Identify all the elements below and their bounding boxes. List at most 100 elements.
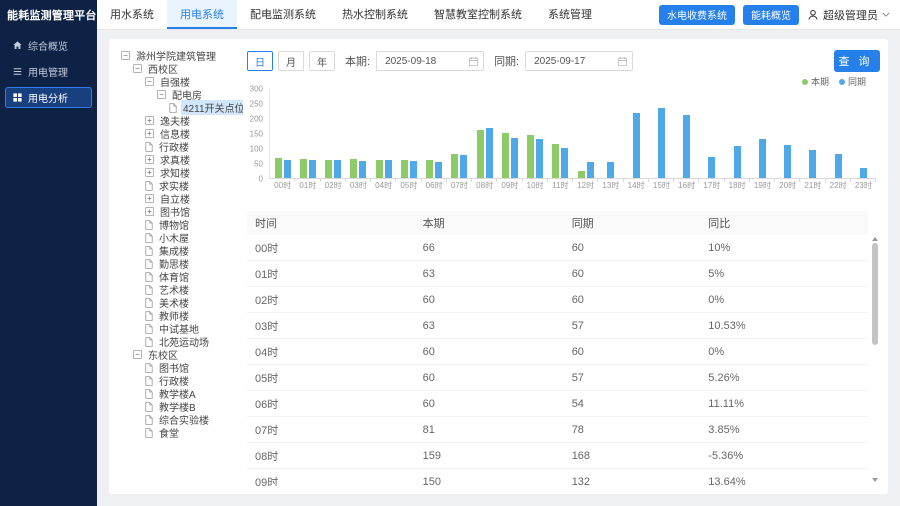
tree-node[interactable]: − 自强楼 xyxy=(119,75,243,89)
x-tick-label: 03时 xyxy=(349,181,367,190)
bar-current xyxy=(325,160,333,178)
collapse-icon[interactable]: − xyxy=(157,90,166,99)
period-button-3[interactable]: 年 xyxy=(309,51,335,71)
query-button[interactable]: 查 询 xyxy=(834,50,880,72)
tree-node[interactable]: + 自立楼 xyxy=(119,192,243,206)
water-fee-system-button[interactable]: 水电收费系统 xyxy=(659,4,735,25)
period-button-1[interactable]: 日 xyxy=(247,51,273,71)
tab-5[interactable]: 智慧教室控制系统 xyxy=(434,8,522,21)
tree-node[interactable]: 体育馆 xyxy=(119,270,243,284)
x-tick-label: 04时 xyxy=(375,181,393,190)
tree-node[interactable]: 图书馆 xyxy=(119,361,243,375)
x-tick-label: 16时 xyxy=(678,181,696,190)
table-cell: 03时 xyxy=(255,320,279,333)
tree-node[interactable]: 综合实验楼 xyxy=(119,413,243,427)
tree-node[interactable]: 中试基地 xyxy=(119,322,243,336)
tree-node[interactable]: 4211开关点位 xyxy=(119,100,243,115)
table-row: 02时 60 60 0% xyxy=(247,287,868,313)
expand-icon[interactable]: + xyxy=(145,129,154,138)
tree-node[interactable]: 集成楼 xyxy=(119,244,243,258)
file-icon xyxy=(145,271,153,282)
tree-node[interactable]: 美术楼 xyxy=(119,296,243,310)
table-cell: 3.85% xyxy=(708,423,740,436)
bar-group: 23时 xyxy=(851,89,877,190)
collapse-icon[interactable]: − xyxy=(133,64,142,73)
file-icon xyxy=(145,375,153,386)
scroll-up-icon[interactable] xyxy=(872,237,878,241)
calendar-icon xyxy=(617,56,628,67)
tree-node[interactable]: 食堂 xyxy=(119,426,243,440)
x-tick-label: 11时 xyxy=(552,181,569,190)
bar-compare xyxy=(607,162,615,178)
bar-current xyxy=(350,159,358,178)
table-cell: 60 xyxy=(571,293,584,306)
tree-node[interactable]: 行政楼 xyxy=(119,140,243,154)
collapse-icon[interactable]: − xyxy=(133,350,142,359)
tab-3[interactable]: 配电监测系统 xyxy=(250,8,316,21)
content-card: − 滁州学院建筑管理 − 西校区 − 自强楼 − 配电房 4211开关点位 + 逸夫楼 + 信息楼 行政楼… xyxy=(109,39,888,494)
tree-node[interactable]: 教师楼 xyxy=(119,309,243,323)
tree-node[interactable]: 北苑运动场 xyxy=(119,335,243,349)
expand-icon[interactable]: + xyxy=(145,207,154,216)
bar-compare xyxy=(733,145,741,178)
bar-current xyxy=(299,159,307,178)
tab-6[interactable]: 系统管理 xyxy=(548,8,592,21)
tree-node[interactable]: + 逸夫楼 xyxy=(119,114,243,128)
tree-node[interactable]: − 西校区 xyxy=(119,62,243,76)
tree-node[interactable]: 勤思楼 xyxy=(119,257,243,271)
legend-item[interactable]: 同期 xyxy=(838,75,866,88)
collapse-icon[interactable]: − xyxy=(121,51,130,60)
scroll-down-icon[interactable] xyxy=(872,478,878,482)
tree-node[interactable]: + 求真楼 xyxy=(119,153,243,167)
file-icon xyxy=(145,310,153,321)
table-cell: 0% xyxy=(708,293,725,306)
table-cell: 60 xyxy=(422,397,435,410)
scrollbar-track[interactable] xyxy=(871,243,879,476)
period-button-2[interactable]: 月 xyxy=(278,51,304,71)
tree-node[interactable]: 行政楼 xyxy=(119,374,243,388)
tree-node[interactable]: − 滁州学院建筑管理 xyxy=(119,49,243,63)
user-menu[interactable]: 超级管理员 xyxy=(807,7,890,23)
tab-1[interactable]: 用水系统 xyxy=(110,8,154,21)
table-cell: -5.36% xyxy=(708,449,744,462)
tree-node[interactable]: + 图书馆 xyxy=(119,205,243,219)
bar-group: 01时 xyxy=(295,89,321,190)
tree-node[interactable]: 博物馆 xyxy=(119,218,243,232)
sidebar-item-label: 综合概览 xyxy=(28,42,68,53)
sidebar-item-3[interactable]: 用电分析 xyxy=(5,87,92,108)
tree-node-label: 艺术楼 xyxy=(159,286,189,297)
usage-bar-chart: 本期 同期 0 50 100 150 200 250 300 00时 01时 02时 03时 04时 0… xyxy=(247,77,880,195)
collapse-icon[interactable]: − xyxy=(145,77,154,86)
tree-node[interactable]: 小木屋 xyxy=(119,231,243,245)
legend-item[interactable]: 本期 xyxy=(801,75,829,88)
expand-icon[interactable]: + xyxy=(145,194,154,203)
tree-node-label: 教学楼A xyxy=(159,390,196,401)
tab-4[interactable]: 热水控制系统 xyxy=(342,8,408,21)
chart-legend: 本期 同期 xyxy=(801,75,866,88)
tree-node-label: 4211开关点位 xyxy=(181,100,243,115)
table-cell: 60 xyxy=(571,241,584,254)
current-period-input[interactable] xyxy=(377,55,484,67)
x-tick-label: 10时 xyxy=(526,181,544,190)
tree-node[interactable]: 求实楼 xyxy=(119,179,243,193)
tree-node[interactable]: + 信息楼 xyxy=(119,127,243,141)
tab-2[interactable]: 用电系统 xyxy=(167,0,237,29)
compare-period-input[interactable] xyxy=(526,55,633,67)
table-cell: 57 xyxy=(571,371,584,384)
tree-node[interactable]: 教学楼A xyxy=(119,387,243,401)
energy-overview-button[interactable]: 能耗概览 xyxy=(743,4,799,25)
tree-node[interactable]: − 配电房 xyxy=(119,88,243,102)
x-tick-label: 18时 xyxy=(728,181,746,190)
expand-icon[interactable]: + xyxy=(145,155,154,164)
sidebar-item-2[interactable]: 用电管理 xyxy=(5,61,92,82)
x-tick-label: 02时 xyxy=(324,181,342,190)
tree-node[interactable]: + 求知楼 xyxy=(119,166,243,180)
expand-icon[interactable]: + xyxy=(145,168,154,177)
tree-node[interactable]: 教学楼B xyxy=(119,400,243,414)
expand-icon[interactable]: + xyxy=(145,116,154,125)
sidebar-item-1[interactable]: 综合概览 xyxy=(5,35,92,56)
tree-node[interactable]: 艺术楼 xyxy=(119,283,243,297)
bar-group: 03时 xyxy=(346,89,372,190)
scrollbar-thumb[interactable] xyxy=(872,243,878,345)
tree-node[interactable]: − 东校区 xyxy=(119,348,243,362)
